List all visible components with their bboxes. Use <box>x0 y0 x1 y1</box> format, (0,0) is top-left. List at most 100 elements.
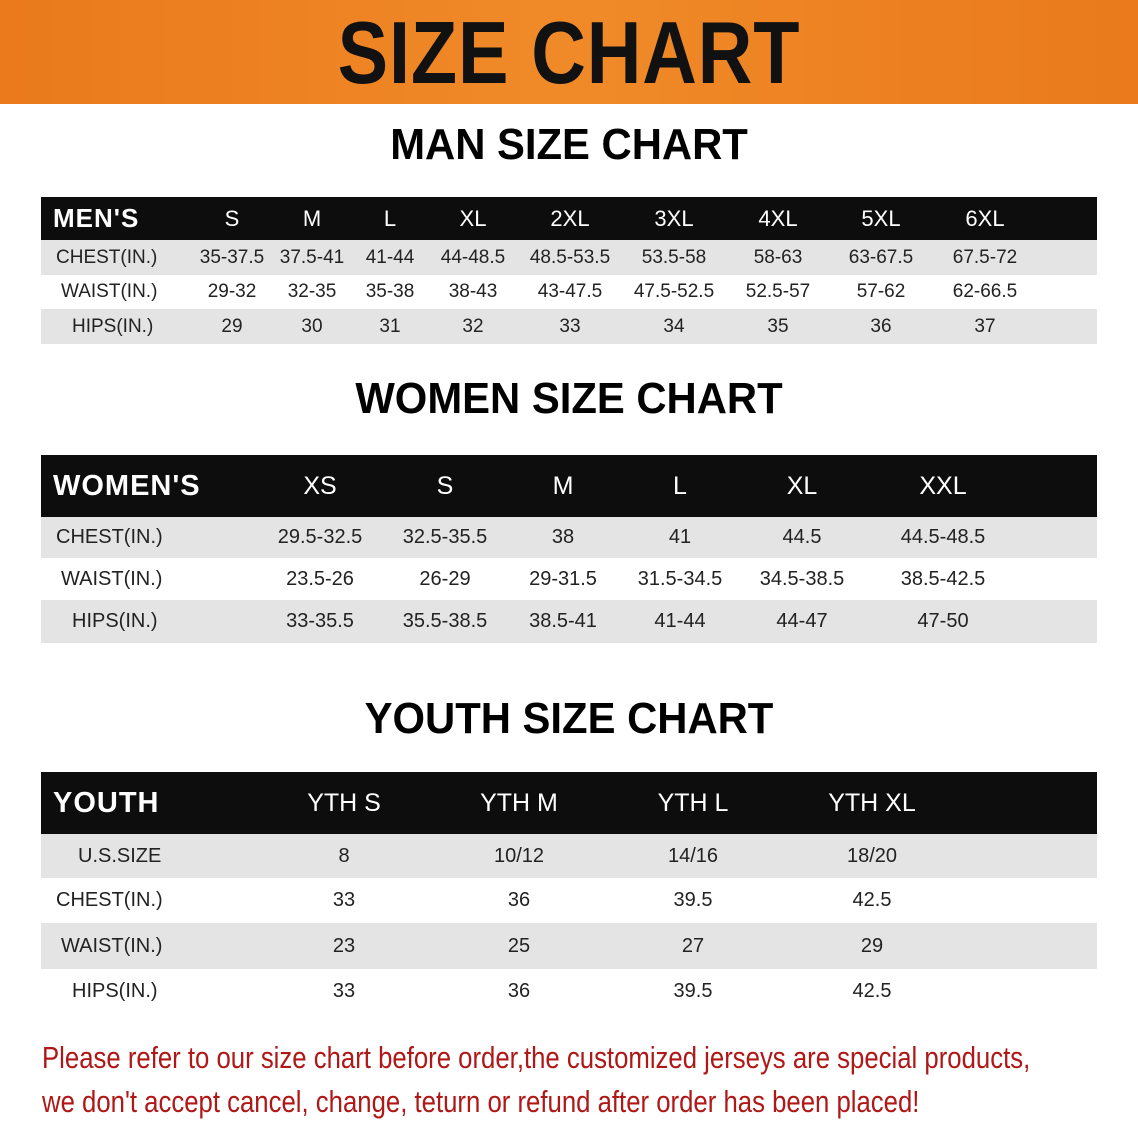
men-row-label: HIPS(IN.) <box>72 315 154 337</box>
youth-measurement-cell: 33 <box>332 980 356 1002</box>
youth-measurement-cell: 14/16 <box>667 844 719 867</box>
youth-section-title: YOUTH SIZE CHART <box>364 694 774 743</box>
women-size-header: M <box>552 471 574 500</box>
youth-measurement-cell: 23 <box>332 934 356 957</box>
men-row-label: CHEST(IN.) <box>56 246 158 268</box>
youth-measurement-cell: 29 <box>860 934 884 957</box>
women-measurement-cell: 41-44 <box>654 610 706 632</box>
youth-table-row: CHEST(IN.) 33 36 39.5 42.5 <box>41 878 1097 923</box>
women-measurement-cell: 29-31.5 <box>529 567 597 590</box>
men-size-header: 2XL <box>550 205 590 231</box>
women-measurement-cell: 38.5-41 <box>529 610 597 632</box>
youth-measurement-cell: 33 <box>332 889 356 911</box>
youth-size-header: YTH XL <box>828 788 916 817</box>
women-measurement-cell: 32.5-35.5 <box>402 526 488 548</box>
men-measurement-cell: 35-37.5 <box>199 246 265 268</box>
youth-size-header: YTH S <box>307 788 381 817</box>
men-size-header: L <box>383 205 397 231</box>
men-size-header: S <box>224 205 240 231</box>
youth-measurement-cell: 36 <box>507 980 531 1002</box>
order-notice-line-2: we don't accept cancel, change, teturn o… <box>42 1084 920 1119</box>
youth-size-header: YTH L <box>657 788 729 817</box>
men-table-row: HIPS(IN.) 29 30 31 32 33 34 35 36 37 <box>41 309 1097 344</box>
women-table-row: WAIST(IN.) 23.5-26 26-29 29-31.5 31.5-34.5 34… <box>41 558 1097 600</box>
women-section-title: WOMEN SIZE CHART <box>355 374 783 423</box>
men-size-header: M <box>302 205 322 231</box>
men-measurement-cell: 62-66.5 <box>952 281 1018 302</box>
women-size-header: XXL <box>919 471 967 500</box>
men-measurement-cell: 67.5-72 <box>952 246 1018 268</box>
women-row-label: CHEST(IN.) <box>56 526 163 548</box>
women-measurement-cell: 33-35.5 <box>286 610 354 632</box>
men-measurement-cell: 29-32 <box>207 281 257 302</box>
youth-table-row: U.S.SIZE 8 10/12 14/16 18/20 <box>41 834 1097 878</box>
men-measurement-cell: 47.5-52.5 <box>633 281 715 302</box>
men-measurement-cell: 52.5-57 <box>745 281 811 302</box>
youth-table-row: WAIST(IN.) 23 25 27 29 <box>41 923 1097 969</box>
youth-row-label: CHEST(IN.) <box>56 889 163 911</box>
men-size-header: 6XL <box>965 205 1005 231</box>
men-measurement-cell: 53.5-58 <box>641 246 707 268</box>
women-row-label: WAIST(IN.) <box>61 567 163 590</box>
youth-measurement-cell: 36 <box>507 889 531 911</box>
men-measurement-cell: 35-38 <box>365 281 415 302</box>
men-measurement-cell: 41-44 <box>365 246 415 268</box>
men-table-row: WAIST(IN.) 29-32 32-35 35-38 38-43 43-47.5 47.… <box>41 275 1097 309</box>
youth-measurement-cell: 27 <box>681 934 705 957</box>
women-measurement-cell: 44.5-48.5 <box>900 526 986 548</box>
men-measurement-cell: 31 <box>379 315 401 337</box>
men-measurement-cell: 48.5-53.5 <box>529 246 611 268</box>
women-measurement-cell: 38 <box>551 526 575 548</box>
men-measurement-cell: 34 <box>663 315 685 337</box>
women-size-table: WOMEN'S XS S M L XL XXL CHEST(IN.) 29.5-32.5 32.5… <box>41 455 1097 643</box>
women-measurement-cell: 41 <box>668 526 692 548</box>
order-notice-line-1: Please refer to our size chart before or… <box>42 1040 1031 1075</box>
youth-measurement-cell: 42.5 <box>852 980 892 1002</box>
women-header-row: WOMEN'S XS S M L XL XXL <box>41 455 1097 517</box>
women-table-row: CHEST(IN.) 29.5-32.5 32.5-35.5 38 41 44.5 44.5… <box>41 517 1097 558</box>
men-section-title: MAN SIZE CHART <box>390 120 748 169</box>
women-measurement-cell: 34.5-38.5 <box>759 567 845 590</box>
youth-measurement-cell: 8 <box>338 844 350 867</box>
men-measurement-cell: 63-67.5 <box>848 246 914 268</box>
women-size-header: L <box>673 471 687 500</box>
women-header-label: WOMEN'S <box>53 469 201 502</box>
women-measurement-cell: 44.5 <box>782 526 822 548</box>
men-header-label: MEN'S <box>53 203 140 233</box>
youth-size-table: YOUTH YTH S YTH M YTH L YTH XL U.S.SIZE 8 10/12… <box>41 772 1097 1014</box>
men-measurement-cell: 58-63 <box>753 246 803 268</box>
banner-title: SIZE CHART <box>337 3 801 102</box>
youth-header-row: YOUTH YTH S YTH M YTH L YTH XL <box>41 772 1097 834</box>
youth-measurement-cell: 39.5 <box>673 889 713 911</box>
men-measurement-cell: 32-35 <box>287 281 337 302</box>
men-size-table: MEN'S S M L XL 2XL 3XL 4XL 5XL 6XL CHEST(IN.) 35-37… <box>41 197 1097 344</box>
men-header-row: MEN'S S M L XL 2XL 3XL 4XL 5XL 6XL <box>41 197 1097 240</box>
youth-header-label: YOUTH <box>53 786 160 819</box>
women-measurement-cell: 26-29 <box>419 567 471 590</box>
men-size-header: 4XL <box>758 205 798 231</box>
youth-measurement-cell: 10/12 <box>493 844 545 867</box>
men-measurement-cell: 32 <box>462 315 484 337</box>
women-measurement-cell: 44-47 <box>776 610 828 632</box>
men-size-header: 3XL <box>654 205 694 231</box>
youth-row-label: HIPS(IN.) <box>72 980 158 1002</box>
men-measurement-cell: 30 <box>301 315 323 337</box>
youth-table-row: HIPS(IN.) 33 36 39.5 42.5 <box>41 969 1097 1014</box>
women-table-row: HIPS(IN.) 33-35.5 35.5-38.5 38.5-41 41-44 44-… <box>41 600 1097 643</box>
youth-size-header: YTH M <box>480 788 558 817</box>
youth-measurement-cell: 42.5 <box>852 889 892 911</box>
men-measurement-cell: 38-43 <box>448 281 498 302</box>
women-row-label: HIPS(IN.) <box>72 610 158 632</box>
youth-measurement-cell: 25 <box>507 934 531 957</box>
men-measurement-cell: 35 <box>767 315 789 337</box>
men-size-header: XL <box>459 205 487 231</box>
youth-row-label: U.S.SIZE <box>78 844 162 867</box>
men-measurement-cell: 29 <box>221 315 243 337</box>
women-size-header: S <box>436 471 454 500</box>
men-measurement-cell: 33 <box>559 315 581 337</box>
youth-measurement-cell: 18/20 <box>846 844 898 867</box>
youth-measurement-cell: 39.5 <box>673 980 713 1002</box>
women-measurement-cell: 23.5-26 <box>286 567 354 590</box>
men-table-row: CHEST(IN.) 35-37.5 37.5-41 41-44 44-48.5 48.5… <box>41 240 1097 275</box>
youth-row-label: WAIST(IN.) <box>61 934 163 957</box>
